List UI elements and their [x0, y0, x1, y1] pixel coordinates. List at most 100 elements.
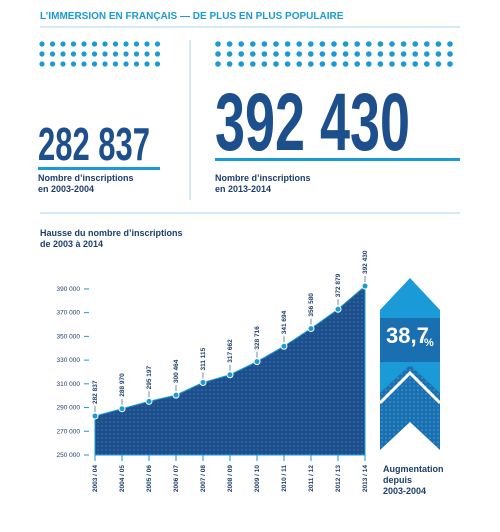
y-tick-label: 330 000: [57, 357, 81, 364]
dot: [81, 61, 87, 67]
dot: [284, 41, 291, 47]
dot: [400, 41, 407, 47]
value-label: 295 197: [146, 366, 153, 390]
value-label: 341 694: [281, 310, 288, 334]
dot: [238, 61, 244, 67]
dot: [133, 41, 140, 47]
value-label: 300 464: [173, 359, 180, 383]
dot: [273, 41, 279, 47]
x-tick-label: 2012 / 13: [335, 465, 342, 492]
point: [91, 412, 99, 420]
dot: [144, 41, 150, 47]
dot: [91, 51, 98, 57]
x-tick-label: 2010 / 11: [281, 465, 288, 492]
dot: [49, 61, 56, 67]
dot: [154, 51, 161, 57]
value-label: 392 430: [362, 250, 369, 274]
y-tick-label: 270 000: [57, 428, 81, 435]
dot: [377, 51, 384, 57]
dot: [331, 61, 337, 67]
dot: [331, 51, 337, 57]
point: [253, 358, 261, 366]
dot: [377, 41, 384, 47]
dot: [354, 51, 361, 57]
value-label: 328 716: [254, 326, 261, 350]
dot: [377, 61, 384, 67]
dot: [238, 41, 244, 47]
y-tick-label: 310 000: [57, 381, 81, 388]
dot: [250, 41, 256, 47]
y-tick-label: 370 000: [57, 310, 81, 317]
stat-label: en 2013-2014: [215, 184, 271, 194]
value-label: 317 662: [227, 339, 234, 363]
stat-label: en 2003-2004: [38, 184, 94, 194]
value-label: 372 879: [335, 273, 342, 297]
point: [145, 397, 153, 405]
dot: [112, 51, 119, 57]
dot: [389, 61, 395, 67]
dot: [435, 41, 442, 47]
dot: [296, 41, 303, 47]
dot: [424, 41, 430, 47]
increase-label: 2003-2004: [383, 486, 426, 496]
dot: [400, 51, 407, 57]
increase-label: depuis: [383, 475, 412, 485]
x-tick-label: 2003 / 04: [92, 465, 99, 492]
dot: [133, 61, 140, 67]
dot: [238, 51, 244, 57]
dot: [424, 61, 430, 67]
dot: [60, 61, 66, 67]
dot: [154, 61, 161, 67]
dot: [296, 51, 303, 57]
page-title: L’IMMERSION EN FRANÇAIS — DE PLUS EN PLU…: [40, 11, 344, 22]
dot: [261, 61, 268, 67]
dot: [102, 61, 108, 67]
y-tick-label: 350 000: [57, 333, 81, 340]
dot: [435, 61, 442, 67]
dot: [296, 61, 303, 67]
dot: [144, 51, 150, 57]
dot: [447, 41, 453, 47]
point: [361, 282, 369, 290]
dot: [261, 41, 268, 47]
dot: [447, 51, 453, 57]
dot: [284, 61, 291, 67]
dot: [123, 61, 129, 67]
dot: [49, 41, 56, 47]
dot-grid: [39, 41, 453, 67]
dot: [319, 61, 326, 67]
x-tick-label: 2004 / 05: [119, 465, 126, 492]
dot: [60, 51, 66, 57]
dot: [250, 51, 256, 57]
point: [199, 379, 207, 387]
dot: [144, 61, 150, 67]
y-tick-label: 250 000: [57, 452, 81, 459]
dot: [39, 51, 45, 57]
point: [172, 391, 180, 399]
stat-number: 282 837: [38, 118, 150, 170]
value-label: 282 837: [92, 380, 99, 404]
dot: [215, 51, 221, 57]
dot: [424, 51, 430, 57]
dot: [226, 61, 233, 67]
point: [307, 325, 315, 333]
dot: [319, 41, 326, 47]
dot: [112, 61, 119, 67]
dot: [273, 61, 279, 67]
dot: [400, 61, 407, 67]
dot: [342, 41, 349, 47]
dot: [250, 61, 256, 67]
dot: [70, 61, 77, 67]
dot: [308, 61, 314, 67]
dot: [133, 51, 140, 57]
dot: [154, 41, 161, 47]
dot: [81, 51, 87, 57]
dot: [261, 51, 268, 57]
x-tick-label: 2008 / 09: [227, 465, 234, 492]
stat-bar: [38, 167, 160, 170]
dot: [112, 41, 119, 47]
increase-unit: %: [424, 337, 434, 349]
dot: [123, 51, 129, 57]
dot: [49, 51, 56, 57]
x-tick-label: 2007 / 08: [200, 465, 207, 492]
